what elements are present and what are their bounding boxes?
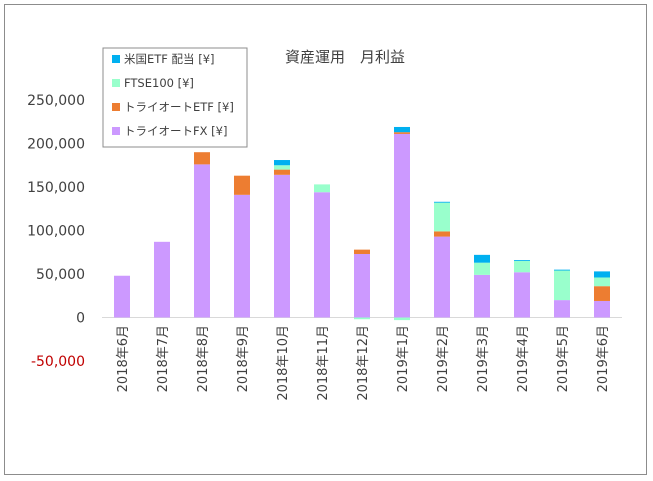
y-tick-label: -50,000	[31, 354, 85, 370]
bar-segment	[394, 317, 410, 321]
x-tick-label: 2018年11月	[316, 325, 331, 401]
legend-box	[102, 47, 248, 148]
bar-segment	[274, 160, 290, 166]
bar-segment	[554, 300, 570, 318]
x-tick-label: 2019年5月	[556, 325, 571, 392]
x-tick-label: 2018年8月	[196, 325, 211, 392]
bar-segment	[554, 269, 570, 271]
x-tick-label: 2019年2月	[436, 325, 451, 392]
y-tick-label: 150,000	[27, 180, 85, 196]
y-tick-label: 250,000	[27, 93, 85, 109]
x-tick-label: 2019年3月	[476, 325, 491, 392]
bar-segment	[394, 126, 410, 133]
bar-segment	[114, 275, 130, 318]
legend-swatch	[112, 55, 120, 63]
bar-segment	[394, 132, 410, 134]
chart-title: 資産運用 月利益	[285, 48, 405, 66]
bar-segment	[474, 274, 490, 318]
x-tick-label: 2018年10月	[276, 325, 291, 401]
bar-segment	[594, 286, 610, 301]
bar-segment	[434, 236, 450, 318]
bar-segment	[554, 270, 570, 301]
bar-segment	[354, 317, 370, 320]
bar-segment	[434, 202, 450, 232]
bar-segment	[194, 152, 210, 165]
bar-segment	[594, 277, 610, 287]
x-tick-label: 2019年6月	[596, 325, 611, 392]
bar-segment	[514, 260, 530, 261]
x-tick-labels: 2018年6月 2018年7月 2018年8月 2018年9月 2018年10月 2018…	[116, 325, 611, 401]
x-tick-label: 2019年1月	[396, 325, 411, 392]
y-tick-label: 0	[76, 311, 85, 327]
bar-segment	[314, 184, 330, 193]
bar-segment	[474, 262, 490, 275]
bar-segment	[394, 133, 410, 318]
bar-segment	[434, 231, 450, 237]
x-tick-label: 2018年9月	[236, 325, 251, 392]
bar-segment	[274, 169, 290, 175]
legend-label: トライオートFX [¥]	[124, 124, 227, 138]
legend-label: 米国ETF 配当 [¥]	[124, 52, 215, 66]
bar-segment	[234, 175, 250, 195]
bar-segment	[354, 253, 370, 318]
bars-layer	[114, 126, 610, 321]
bar-segment	[274, 174, 290, 318]
y-tick-label: 200,000	[27, 137, 85, 153]
bar-segment	[434, 201, 450, 203]
bar-segment	[354, 249, 370, 254]
legend-label: FTSE100 [¥]	[124, 76, 194, 90]
bar-segment	[514, 272, 530, 318]
axis-layer: 250,000 200,000 150,000 100,000 50,000 0 -50,0…	[27, 93, 622, 370]
legend-swatch	[112, 127, 120, 135]
x-tick-label: 2018年6月	[116, 325, 131, 392]
legend-label: トライオートETF [¥]	[124, 100, 234, 114]
bar-segment	[234, 194, 250, 318]
bar-segment	[274, 165, 290, 170]
y-tick-label: 100,000	[27, 224, 85, 240]
bar-segment	[594, 271, 610, 278]
bar-segment	[194, 164, 210, 318]
legend-swatch	[112, 103, 120, 111]
bar-segment	[594, 300, 610, 318]
bar-segment	[514, 260, 530, 273]
x-tick-label: 2018年12月	[356, 325, 371, 401]
y-tick-label: 50,000	[36, 267, 85, 283]
bar-segment	[314, 192, 330, 318]
bar-segment	[154, 241, 170, 318]
x-tick-label: 2019年4月	[516, 325, 531, 392]
legend: 米国ETF 配当 [¥] FTSE100 [¥] トライオートETF [¥] トライオ…	[102, 47, 248, 148]
legend-swatch	[112, 79, 120, 87]
x-tick-label: 2018年7月	[156, 325, 171, 392]
bar-segment	[474, 254, 490, 263]
